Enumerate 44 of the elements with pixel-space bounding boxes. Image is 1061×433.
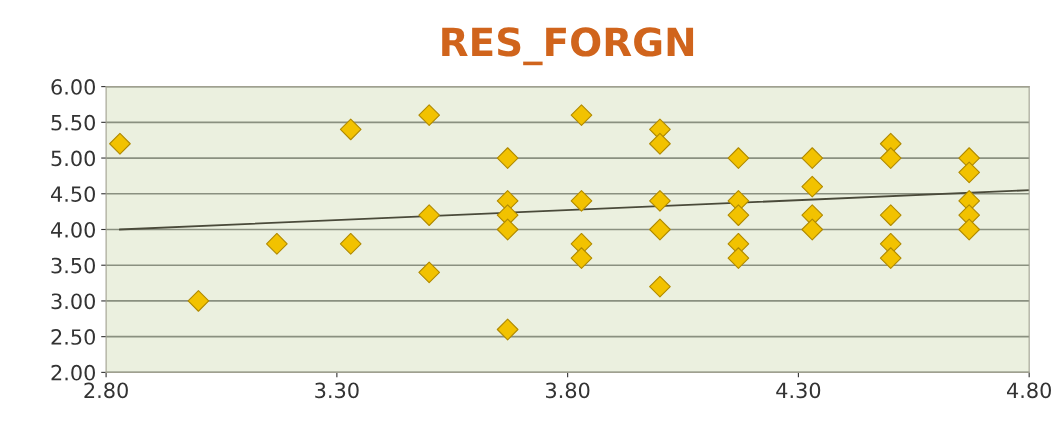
point — [496, 218, 519, 241]
point — [570, 104, 593, 127]
x-tick-label: 3.80 — [546, 382, 590, 399]
x-tick-label: 4.80 — [1007, 382, 1051, 399]
y-tick-label: 5.00 — [51, 150, 95, 167]
y-tick-label: 4.50 — [51, 186, 95, 202]
y-tick-label: 5.50 — [51, 114, 95, 131]
point — [496, 318, 519, 341]
y-tick-label: 6.00 — [51, 79, 95, 95]
point — [339, 232, 362, 255]
x-tick-label: 2.80 — [84, 382, 128, 399]
y-tick-label: 2.50 — [51, 329, 95, 345]
point — [879, 247, 902, 269]
chart-title: RES_FORGN — [442, 27, 694, 66]
point — [418, 261, 441, 284]
x-tick-label: 3.30 — [315, 382, 359, 399]
point — [266, 232, 288, 255]
y-tick-label: 3.00 — [51, 293, 95, 310]
point — [727, 247, 750, 269]
point — [649, 218, 671, 241]
point — [801, 218, 824, 241]
point — [801, 175, 824, 198]
point — [570, 190, 593, 212]
point — [727, 204, 750, 227]
point — [339, 118, 362, 141]
point — [879, 147, 902, 169]
point — [801, 147, 824, 169]
point — [879, 204, 902, 227]
point — [496, 147, 519, 169]
point — [649, 190, 671, 212]
y-tick-label: 4.00 — [51, 221, 95, 238]
point — [958, 218, 981, 241]
point — [649, 132, 671, 155]
point — [187, 290, 210, 312]
y-tick-label: 2.00 — [51, 364, 95, 381]
point — [418, 104, 441, 127]
point — [958, 161, 981, 184]
x-tick-label: 4.30 — [776, 382, 821, 399]
point — [727, 147, 750, 169]
y-tick-label: 3.50 — [51, 257, 95, 274]
point — [570, 247, 593, 269]
point — [109, 132, 131, 155]
point — [649, 275, 671, 298]
point — [418, 204, 441, 227]
